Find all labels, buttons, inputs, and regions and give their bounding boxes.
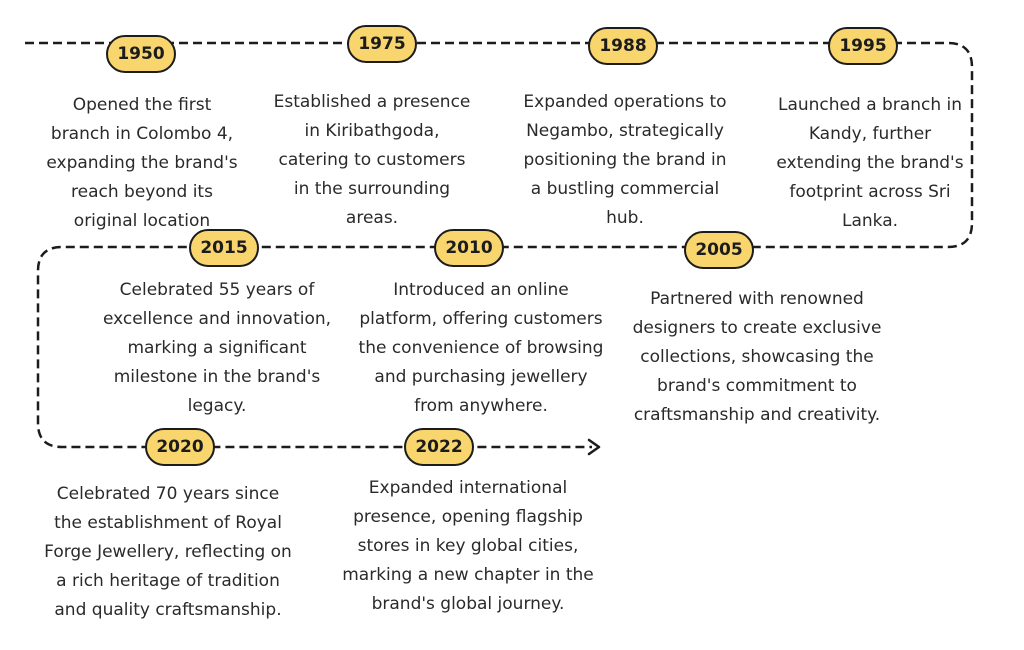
milestone-description-2010: Introduced an online platform, offering … [358, 280, 604, 416]
year-badge-1950: 1950 [106, 35, 176, 73]
timeline-arrowhead-icon [587, 438, 601, 456]
timeline-dashed-line [25, 41, 974, 449]
year-badge-2020: 2020 [145, 428, 215, 466]
year-badge-1988: 1988 [588, 27, 658, 65]
milestone-description-1975: Established a presence in Kiribathgoda, … [273, 92, 471, 228]
year-badge-2022: 2022 [404, 428, 474, 466]
year-badge-2005: 2005 [684, 231, 754, 269]
year-badge-2015: 2015 [189, 229, 259, 267]
milestone-description-1950: Opened the first branch in Colombo 4, ex… [46, 95, 238, 231]
milestone-description-2020: Celebrated 70 years since the establishm… [44, 484, 292, 620]
milestone-description-1995: Launched a branch in Kandy, further exte… [776, 95, 964, 231]
milestone-description-2005: Partnered with renowned designers to cre… [632, 289, 882, 425]
milestone-description-2022: Expanded international presence, opening… [342, 478, 594, 614]
year-badge-1975: 1975 [347, 25, 417, 63]
year-badge-2010: 2010 [434, 229, 504, 267]
milestone-description-1988: Expanded operations to Negambo, strategi… [523, 92, 727, 228]
milestone-description-2015: Celebrated 55 years of excellence and in… [102, 280, 332, 416]
year-badge-1995: 1995 [828, 27, 898, 65]
